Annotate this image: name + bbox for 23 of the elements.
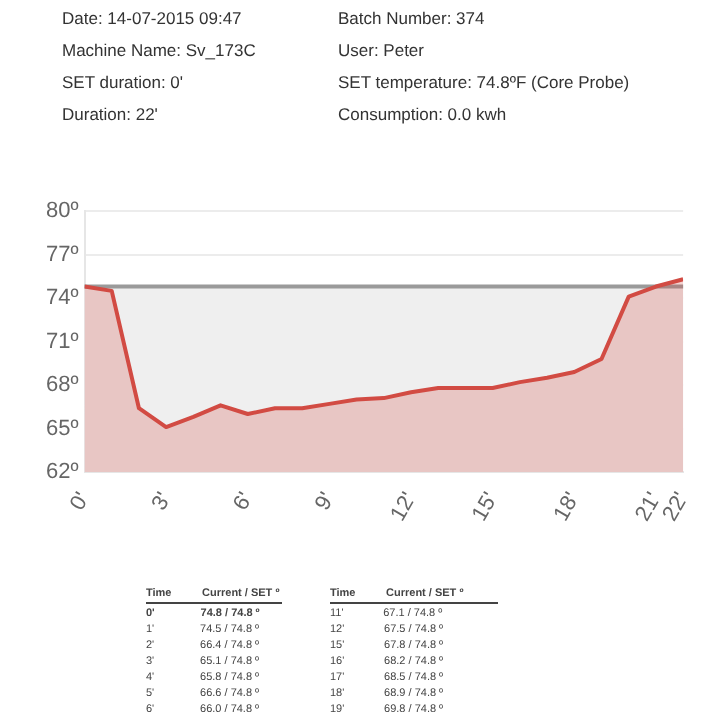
x-tick-label: 12' bbox=[386, 488, 422, 526]
text: Machine Name: Sv_173C bbox=[62, 40, 258, 60]
x-tick-label: 18' bbox=[549, 488, 585, 526]
text: Consumption: 0.0 kwh bbox=[338, 104, 509, 124]
y-tick-label: 80º bbox=[45, 199, 79, 224]
text: Date: 14-07-2015 09:47 bbox=[62, 8, 244, 28]
y-tick-label: 62º bbox=[45, 460, 79, 485]
text: User: Peter bbox=[338, 40, 426, 60]
y-tick-label: 65º bbox=[45, 416, 79, 441]
y-tick-label: 77º bbox=[45, 242, 79, 267]
y-tick-label: 68º bbox=[45, 373, 79, 398]
x-tick-label: 15' bbox=[467, 488, 504, 526]
x-tick-label: 3' bbox=[147, 488, 177, 515]
y-tick-label: 71º bbox=[45, 329, 79, 354]
x-tick-label: 0' bbox=[65, 488, 95, 515]
x-tick-label: 6' bbox=[229, 488, 259, 515]
x-tick-label: 9' bbox=[310, 488, 340, 515]
x-tick-label: 22' bbox=[658, 488, 694, 526]
text: SET duration: 0' bbox=[62, 72, 186, 92]
text: Batch Number: 374 bbox=[338, 8, 487, 28]
text: Duration: 22' bbox=[62, 104, 160, 124]
text: SET temperature: 74.8ºF (Core Probe) bbox=[338, 72, 632, 92]
y-tick-label: 74º bbox=[45, 286, 79, 311]
